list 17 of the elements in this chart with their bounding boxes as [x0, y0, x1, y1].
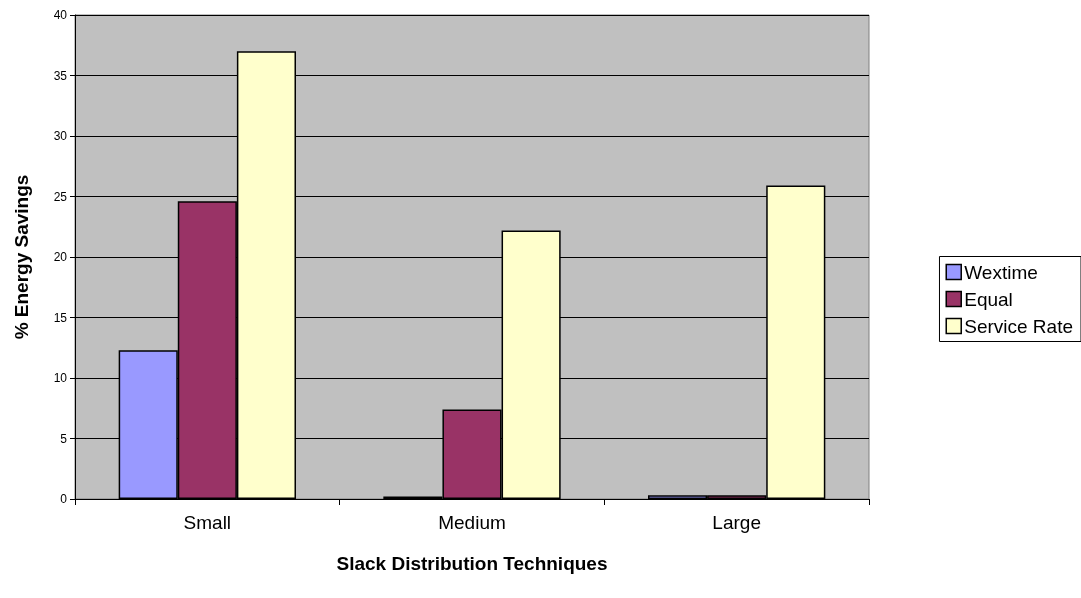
y-tick-label: 35 [53, 68, 68, 83]
y-tick-label: 0 [60, 492, 68, 506]
y-tick-label: 5 [60, 431, 68, 446]
x-tick-label: Large [712, 512, 761, 533]
x-tick-label: Medium [438, 512, 506, 533]
x-axis-title: Slack Distribution Techniques [336, 553, 608, 574]
legend-label: Wextime [964, 261, 1038, 283]
y-tick-label: 40 [53, 8, 68, 22]
y-tick-label: 30 [53, 129, 68, 143]
legend-label: Service Rate [964, 315, 1074, 337]
legend-label: Equal [964, 288, 1013, 310]
x-tick-label: Small [183, 512, 232, 533]
y-tick-label: 20 [53, 250, 68, 264]
y-tick-label: 10 [53, 371, 68, 385]
y-axis-title: % Energy Savings [11, 174, 32, 340]
y-tick-label: 15 [53, 310, 68, 325]
y-tick-label: 25 [53, 189, 68, 204]
